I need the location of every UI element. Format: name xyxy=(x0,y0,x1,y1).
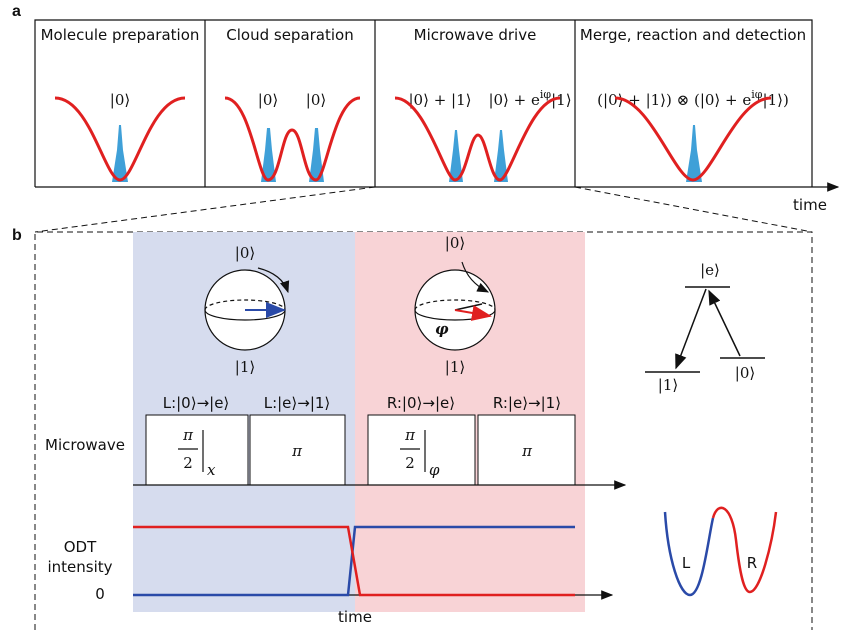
clouds xyxy=(112,125,702,182)
stage-title: Molecule preparation xyxy=(41,26,200,44)
angle: π xyxy=(291,442,303,460)
angle: π xyxy=(521,442,533,460)
numerator: π xyxy=(404,426,416,444)
pulse-label: L:|e⟩→|1⟩ xyxy=(264,394,331,412)
level-label: |0⟩ xyxy=(735,364,755,382)
pulse-label: L:|0⟩→|e⟩ xyxy=(163,394,230,412)
denominator: 2 xyxy=(183,454,193,472)
state: |0⟩ xyxy=(258,91,278,109)
axis-label: time xyxy=(793,196,827,214)
state: |0⟩ xyxy=(445,234,465,252)
numerator: π xyxy=(182,426,194,444)
well-label: R xyxy=(747,554,757,572)
state: |0⟩ xyxy=(235,244,255,262)
axis-label: time xyxy=(338,608,372,626)
state: |1⟩ xyxy=(235,358,255,376)
zero-label: 0 xyxy=(95,585,105,603)
stage-title: Microwave drive xyxy=(414,26,537,44)
angle: φ xyxy=(435,320,449,338)
energy-levels xyxy=(645,287,765,372)
state: |1⟩ xyxy=(445,358,465,376)
panel-label: a xyxy=(12,3,21,20)
axis: φ xyxy=(429,461,440,479)
stage-title: Cloud separation xyxy=(226,26,353,44)
state: |0⟩ xyxy=(110,91,130,109)
denominator: 2 xyxy=(405,454,415,472)
state: |0⟩ + |1⟩ xyxy=(408,91,471,109)
pulse-label: R:|e⟩→|1⟩ xyxy=(493,394,561,412)
figure: a time Molecule preparation Cloud separa… xyxy=(0,0,843,630)
pulse-label: R:|0⟩→|e⟩ xyxy=(387,394,455,412)
axis: x xyxy=(207,461,216,479)
well-label: L xyxy=(682,554,691,572)
potentials xyxy=(55,98,771,180)
state: |0⟩ xyxy=(306,91,326,109)
level-label: |1⟩ xyxy=(658,376,678,394)
level-label: |e⟩ xyxy=(700,261,720,279)
row-label: intensity xyxy=(47,558,112,576)
panel-label: b xyxy=(12,227,22,244)
row-label: ODT xyxy=(64,538,97,556)
state: (|0⟩ + |1⟩) ⊗ (|0⟩ + eiφ|1⟩) xyxy=(597,88,789,109)
right-well xyxy=(713,508,776,592)
row-label: Microwave xyxy=(45,436,125,454)
stage-title: Merge, reaction and detection xyxy=(580,26,806,44)
